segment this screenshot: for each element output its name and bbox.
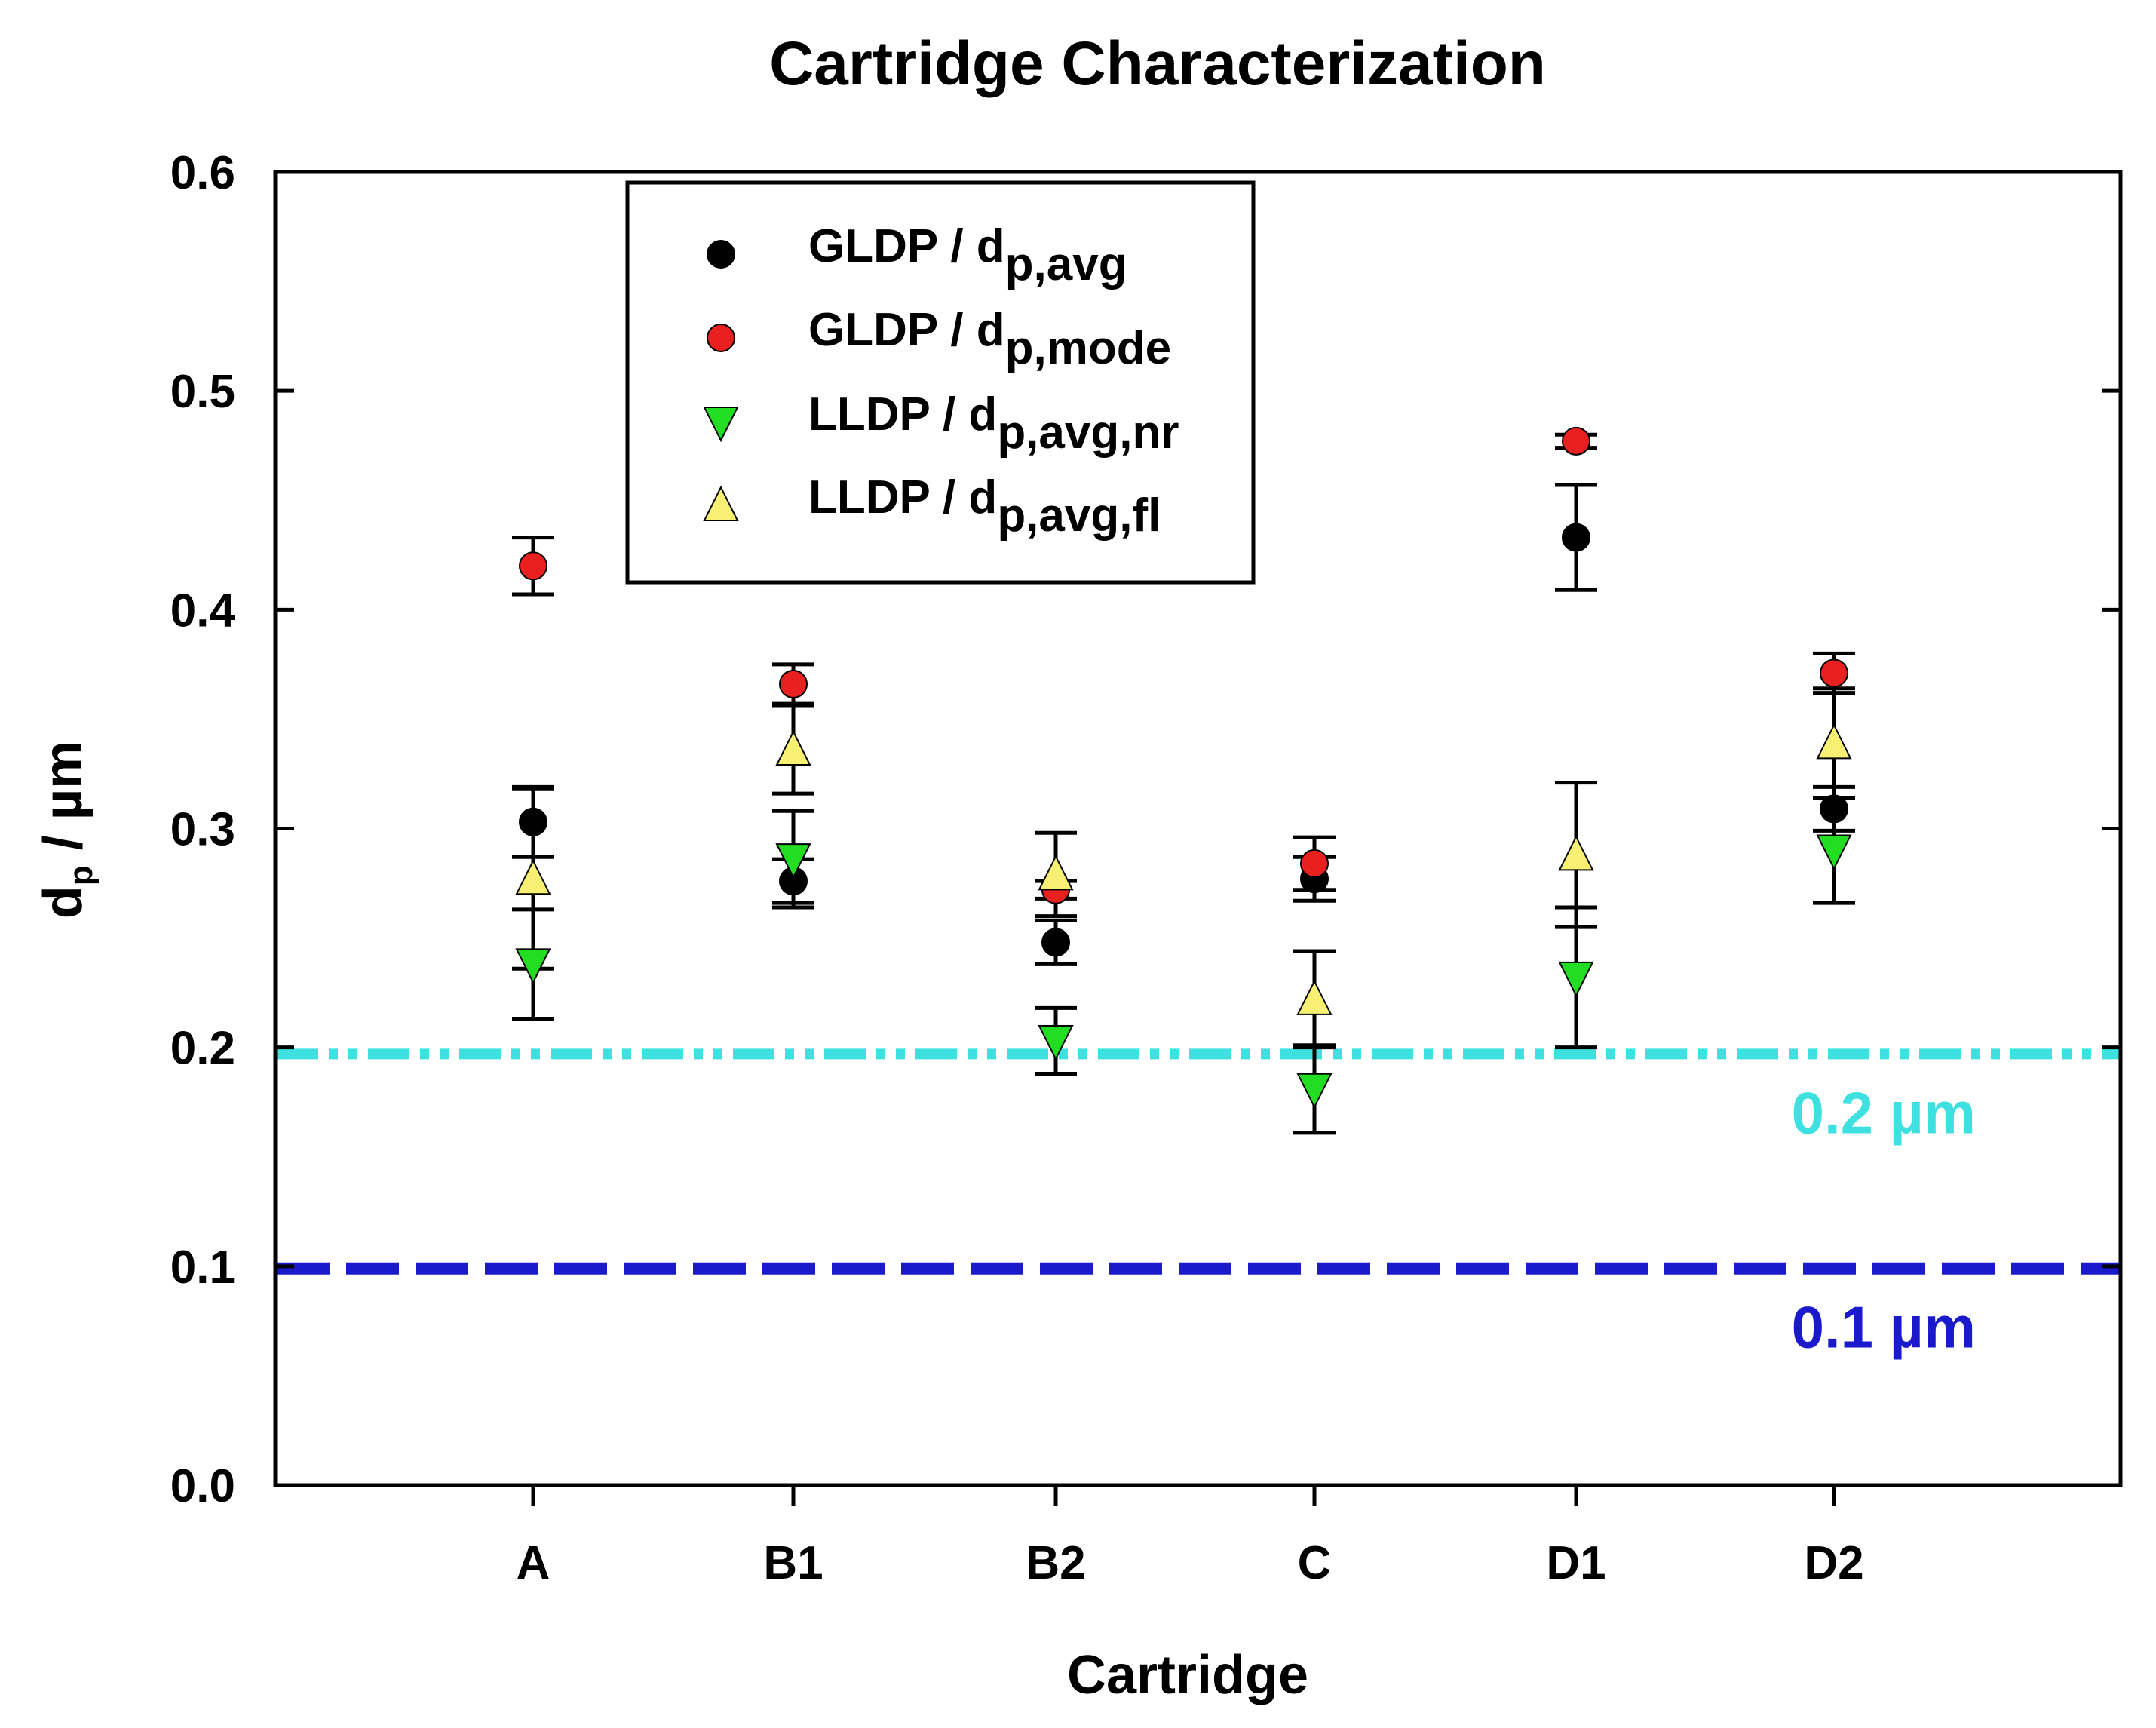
x-tick-label: D1 xyxy=(1546,1537,1605,1589)
data-point xyxy=(519,807,547,836)
y-tick-label: 0.5 xyxy=(170,366,235,418)
legend-label: LLDP / dp,avg,fl xyxy=(808,471,1161,542)
y-tick-label: 0.1 xyxy=(170,1242,235,1294)
x-tick-label: A xyxy=(517,1537,551,1589)
data-point xyxy=(519,551,547,581)
reference-line-label: 0.2 µm xyxy=(1792,1079,1976,1146)
data-point xyxy=(779,669,808,698)
x-tick-label: B2 xyxy=(1026,1537,1085,1589)
legend-items: GLDP / dp,avg GLDP / dp,mode LLDP / dp,avg… xyxy=(703,220,1179,542)
data-point xyxy=(1816,723,1852,760)
y-axis: 0.0 0.1 0.2 0.3 0.4 0.5 0.6 xyxy=(170,147,2121,1512)
data-point xyxy=(1820,794,1848,824)
data-point xyxy=(775,729,811,766)
chart-title: Cartridge Characterization xyxy=(769,29,1546,98)
x-tick-label: D2 xyxy=(1804,1537,1863,1589)
y-tick-label: 0.3 xyxy=(170,804,235,856)
reference-lines: 0.2 µm 0.1 µm xyxy=(277,1048,2119,1361)
data-point xyxy=(1300,849,1329,878)
x-tick-label: C xyxy=(1298,1537,1332,1589)
data-marks xyxy=(512,426,1855,1135)
data-point xyxy=(515,859,551,895)
legend-marker xyxy=(703,407,739,443)
legend-marker xyxy=(707,240,735,269)
data-point xyxy=(1562,523,1590,552)
legend-marker xyxy=(707,324,735,352)
x-tick-label: B1 xyxy=(763,1537,823,1589)
y-tick-label: 0.6 xyxy=(170,147,235,199)
data-point xyxy=(1038,1024,1074,1061)
data-point xyxy=(1041,928,1070,957)
data-point xyxy=(1820,658,1848,688)
legend-marker xyxy=(703,485,739,521)
legend-label: GLDP / dp,avg xyxy=(808,220,1127,290)
y-tick-label: 0.2 xyxy=(170,1023,235,1075)
y-axis-label: dp / µm xyxy=(33,741,100,919)
data-point xyxy=(1816,834,1852,870)
data-point xyxy=(1296,1073,1333,1110)
legend-label: GLDP / dp,mode xyxy=(808,304,1171,374)
y-tick-label: 0.0 xyxy=(170,1460,235,1512)
legend: GLDP / dp,avg GLDP / dp,mode LLDP / dp,avg… xyxy=(625,180,1256,585)
legend-label: LLDP / dp,avg,nr xyxy=(808,388,1179,459)
data-point xyxy=(1558,961,1594,998)
x-axis-label: Cartridge xyxy=(1067,1645,1308,1705)
data-point xyxy=(515,948,551,984)
data-point xyxy=(775,843,811,879)
reference-line-label: 0.1 µm xyxy=(1792,1294,1976,1361)
data-point xyxy=(1558,835,1594,871)
data-point xyxy=(1296,979,1333,1015)
data-point xyxy=(1562,426,1590,456)
data-point xyxy=(1038,855,1074,891)
y-tick-label: 0.4 xyxy=(170,585,236,637)
x-axis: A B1 B2 C D1 D2 xyxy=(517,1485,1864,1589)
